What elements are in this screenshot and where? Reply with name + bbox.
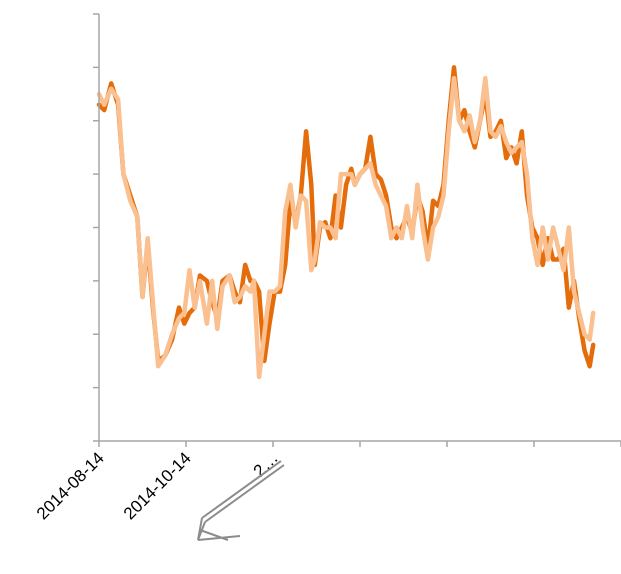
axes	[93, 13, 621, 447]
x-tick-labels: 2014-08-14 2014-10-14 2…	[33, 448, 285, 541]
series-line-2	[96, 75, 596, 380]
series-line-1	[96, 65, 596, 369]
plot-area	[96, 65, 596, 380]
broken-label-strokes	[197, 460, 285, 541]
broken-label-graphic	[197, 460, 285, 541]
x-tick-label: 2014-08-14	[33, 448, 108, 523]
x-tick-label: 2014-10-14	[120, 448, 195, 523]
